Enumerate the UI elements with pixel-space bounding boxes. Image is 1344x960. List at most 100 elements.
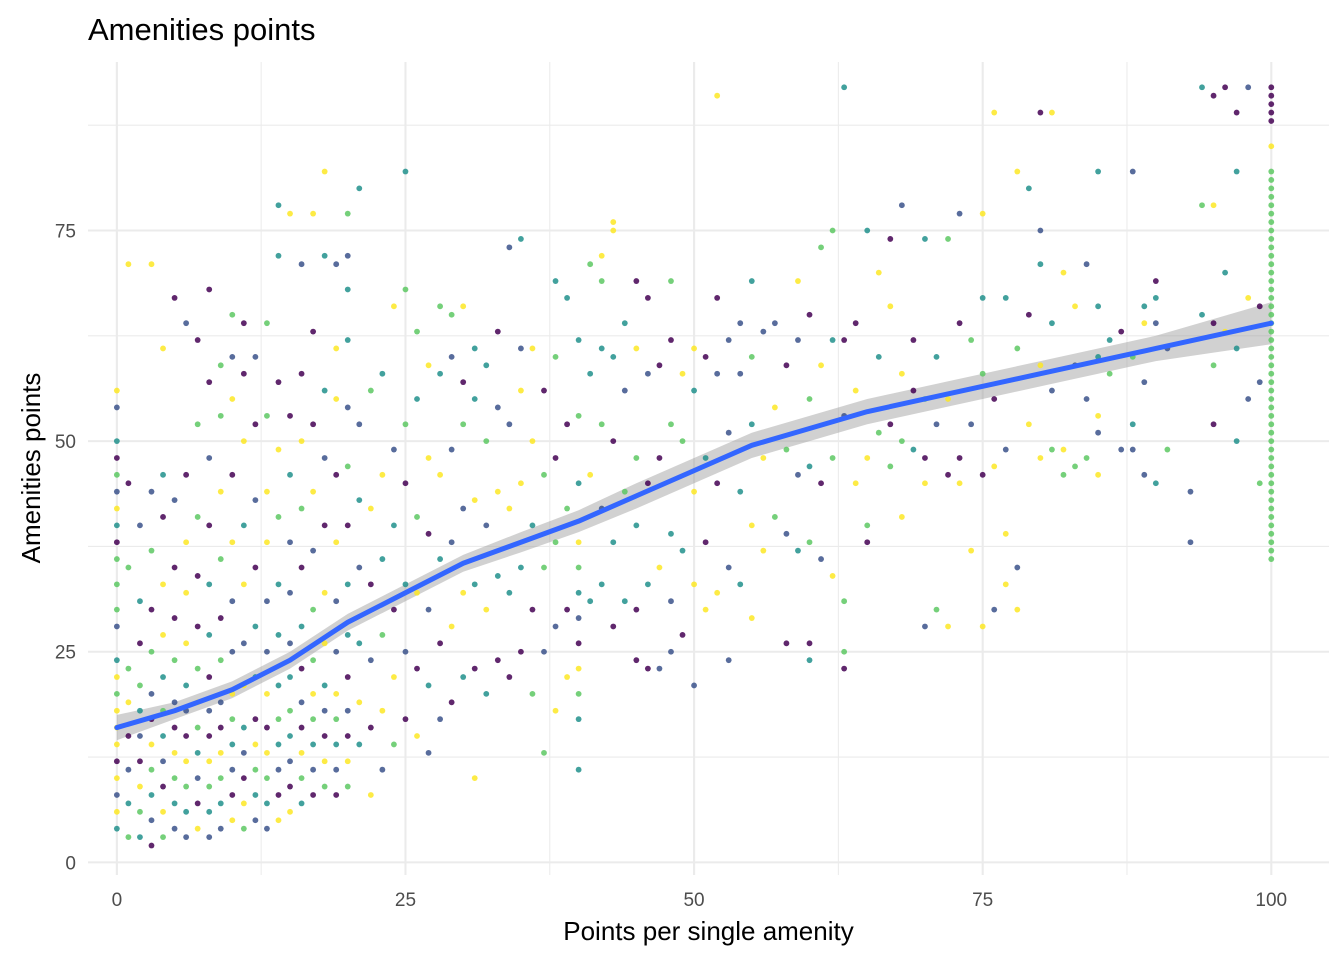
data-point: [275, 682, 282, 689]
data-point: [414, 665, 420, 672]
data-point: [171, 699, 178, 706]
data-point: [160, 733, 166, 739]
data-point: [1268, 514, 1275, 520]
data-point: [275, 202, 282, 209]
data-point: [113, 741, 120, 748]
data-point: [679, 438, 686, 445]
data-point: [841, 648, 848, 655]
data-point: [183, 808, 190, 815]
data-point: [183, 589, 190, 596]
data-point: [1014, 168, 1021, 175]
data-point: [598, 345, 605, 352]
data-point: [113, 623, 120, 630]
data-point: [217, 556, 224, 562]
data-point: [425, 749, 432, 756]
data-point: [564, 606, 570, 613]
data-point: [264, 539, 270, 546]
data-point: [656, 362, 663, 369]
data-point: [621, 488, 628, 495]
data-point: [1222, 84, 1229, 91]
data-point: [968, 337, 975, 343]
data-point: [529, 606, 536, 613]
data-point: [264, 825, 270, 832]
data-point: [391, 741, 397, 748]
data-point: [391, 446, 397, 453]
data-point: [1222, 269, 1229, 276]
data-point: [125, 834, 132, 840]
data-point: [1268, 328, 1275, 335]
data-point: [414, 396, 420, 402]
data-point: [1049, 387, 1055, 394]
data-point: [598, 581, 605, 588]
data-point: [448, 311, 455, 318]
data-point: [668, 421, 674, 428]
data-point: [887, 463, 894, 470]
data-point: [298, 775, 305, 782]
data-point: [1164, 446, 1171, 453]
data-point: [518, 648, 524, 655]
data-point: [506, 421, 513, 428]
data-point: [771, 320, 778, 327]
data-point: [1095, 471, 1102, 478]
data-point: [287, 808, 293, 815]
data-point: [575, 615, 582, 621]
data-point: [402, 581, 409, 588]
data-point: [333, 690, 340, 697]
data-point: [137, 682, 143, 689]
data-point: [275, 446, 282, 453]
data-point: [621, 387, 628, 394]
data-point: [541, 749, 547, 756]
data-point: [240, 370, 247, 377]
data-point: [125, 480, 132, 487]
data-point: [1256, 303, 1263, 310]
data-point: [829, 227, 836, 234]
data-point: [610, 227, 617, 234]
data-point: [240, 775, 247, 782]
data-point: [367, 657, 374, 664]
data-point: [356, 185, 363, 192]
data-point: [506, 674, 513, 680]
data-point: [575, 337, 582, 343]
data-point: [113, 556, 120, 562]
data-point: [1268, 362, 1275, 369]
data-point: [795, 337, 801, 343]
data-point: [598, 278, 605, 284]
data-point: [1268, 185, 1275, 192]
data-point: [310, 741, 317, 748]
data-point: [264, 724, 270, 731]
data-point: [1014, 606, 1021, 613]
data-point: [552, 278, 559, 284]
data-point: [367, 724, 374, 731]
data-point: [887, 421, 894, 428]
data-point: [898, 514, 905, 520]
x-tick-label: 100: [1255, 890, 1287, 911]
data-point: [714, 480, 721, 487]
data-point: [644, 480, 651, 487]
data-point: [1025, 311, 1032, 318]
data-point: [968, 421, 975, 428]
data-point: [229, 716, 236, 723]
data-point: [541, 471, 547, 478]
data-point: [160, 783, 166, 790]
data-point: [206, 379, 213, 386]
data-point: [148, 648, 155, 655]
data-point: [1268, 438, 1275, 445]
data-point: [979, 294, 986, 301]
data-point: [402, 421, 409, 428]
data-point: [298, 749, 305, 756]
data-point: [137, 640, 143, 647]
data-point: [460, 303, 467, 310]
data-point: [287, 783, 293, 790]
data-point: [344, 581, 351, 588]
data-point: [714, 294, 721, 301]
data-point: [587, 261, 594, 268]
data-point: [194, 800, 201, 807]
data-point: [564, 294, 570, 301]
data-point: [391, 303, 397, 310]
data-point: [1268, 202, 1275, 209]
data-point: [240, 581, 247, 588]
data-point: [910, 337, 917, 343]
data-point: [113, 438, 120, 445]
data-point: [483, 690, 490, 697]
data-point: [1141, 379, 1148, 386]
